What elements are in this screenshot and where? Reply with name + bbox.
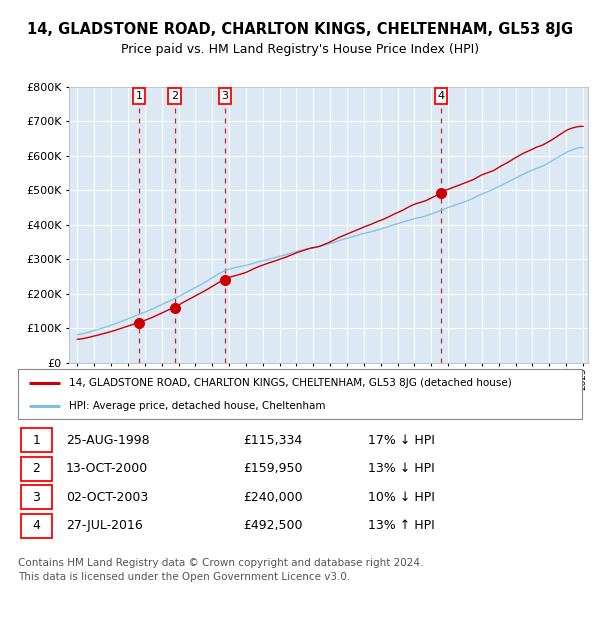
Text: 17% ↓ HPI: 17% ↓ HPI bbox=[368, 434, 434, 446]
Text: 27-JUL-2016: 27-JUL-2016 bbox=[66, 520, 143, 532]
Text: 1: 1 bbox=[32, 434, 40, 446]
Text: Price paid vs. HM Land Registry's House Price Index (HPI): Price paid vs. HM Land Registry's House … bbox=[121, 43, 479, 56]
Text: £159,950: £159,950 bbox=[244, 463, 303, 475]
Text: 14, GLADSTONE ROAD, CHARLTON KINGS, CHELTENHAM, GL53 8JG (detached house): 14, GLADSTONE ROAD, CHARLTON KINGS, CHEL… bbox=[69, 378, 512, 388]
Text: 4: 4 bbox=[32, 520, 40, 532]
Text: HPI: Average price, detached house, Cheltenham: HPI: Average price, detached house, Chel… bbox=[69, 401, 325, 411]
Text: 14, GLADSTONE ROAD, CHARLTON KINGS, CHELTENHAM, GL53 8JG: 14, GLADSTONE ROAD, CHARLTON KINGS, CHEL… bbox=[27, 22, 573, 37]
Text: 3: 3 bbox=[221, 91, 229, 101]
Text: 10% ↓ HPI: 10% ↓ HPI bbox=[368, 491, 434, 503]
Text: £492,500: £492,500 bbox=[244, 520, 303, 532]
Text: £115,334: £115,334 bbox=[244, 434, 303, 446]
FancyBboxPatch shape bbox=[21, 457, 52, 480]
FancyBboxPatch shape bbox=[21, 428, 52, 452]
Text: 25-AUG-1998: 25-AUG-1998 bbox=[66, 434, 149, 446]
Text: 1: 1 bbox=[136, 91, 142, 101]
Text: 13-OCT-2000: 13-OCT-2000 bbox=[66, 463, 148, 475]
Text: 02-OCT-2003: 02-OCT-2003 bbox=[66, 491, 148, 503]
FancyBboxPatch shape bbox=[21, 514, 52, 538]
FancyBboxPatch shape bbox=[18, 369, 582, 418]
FancyBboxPatch shape bbox=[21, 485, 52, 509]
Text: 3: 3 bbox=[32, 491, 40, 503]
Text: 4: 4 bbox=[437, 91, 445, 101]
Text: 13% ↑ HPI: 13% ↑ HPI bbox=[368, 520, 434, 532]
Text: 2: 2 bbox=[171, 91, 178, 101]
Text: 2: 2 bbox=[32, 463, 40, 475]
Text: £240,000: £240,000 bbox=[244, 491, 303, 503]
Text: Contains HM Land Registry data © Crown copyright and database right 2024.
This d: Contains HM Land Registry data © Crown c… bbox=[18, 558, 424, 582]
Text: 13% ↓ HPI: 13% ↓ HPI bbox=[368, 463, 434, 475]
